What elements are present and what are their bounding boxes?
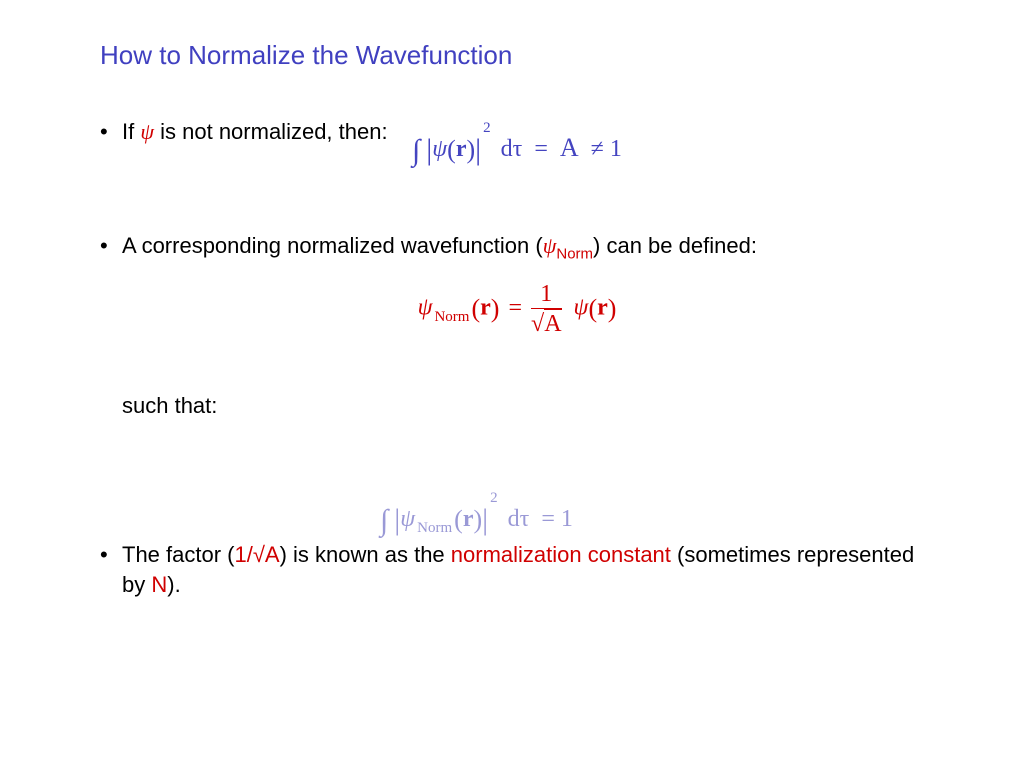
eq2-lp: (	[471, 294, 480, 323]
eq3-norm: Norm	[415, 520, 454, 536]
slide-title: How to Normalize the Wavefunction	[100, 40, 934, 71]
eq2-surd: √	[531, 311, 544, 337]
eq3-eq: =	[541, 506, 555, 532]
b2-pre: A corresponding normalized wavefunction …	[122, 233, 543, 258]
eq2-A: A	[544, 309, 561, 337]
eq2-norm: Norm	[432, 309, 471, 325]
eq1-bar-r: |	[475, 133, 481, 166]
b3-term: normalization constant	[451, 542, 671, 567]
eq2-rp: )	[491, 294, 500, 323]
eq3-sq: 2	[490, 490, 498, 506]
such-that-text: such that:	[122, 391, 402, 421]
eq1-neq: ≠	[591, 136, 604, 162]
eq3-bar-r: |	[482, 503, 488, 536]
b2-norm: Norm	[556, 245, 593, 262]
eq2-psi2: ψ	[574, 295, 589, 321]
eq3-r: r	[463, 506, 474, 532]
equation-1: ∫ |ψ(r)|2 dτ = A ≠ 1	[412, 130, 622, 164]
eq2-eq: =	[505, 295, 525, 321]
b2-post: ) can be defined:	[593, 233, 757, 258]
eq1-r: r	[456, 136, 467, 162]
eq2-psi: ψ	[418, 295, 433, 321]
eq1-dtau: dτ	[501, 136, 523, 162]
b1-pre: If	[122, 119, 140, 144]
eq1-int: ∫	[412, 134, 420, 167]
eq1-A: A	[560, 133, 579, 162]
b3-mid: ) is known as the	[280, 542, 451, 567]
eq1-eq: =	[534, 136, 548, 162]
psi-symbol: ψ	[543, 233, 557, 258]
eq1-lp: (	[447, 135, 456, 164]
b1-post: is not normalized, then:	[154, 119, 388, 144]
such-that-row: such that:	[100, 391, 934, 421]
eq3-bar-l: |	[394, 503, 400, 536]
bullet-marker: •	[100, 231, 122, 259]
eq3-one: 1	[561, 506, 573, 532]
eq1-bar-l: |	[426, 133, 432, 166]
eq3-dtau: dτ	[508, 506, 530, 532]
eq1-sq: 2	[483, 120, 491, 136]
bullet-spacer	[100, 391, 122, 393]
eq2-r2: r	[597, 295, 608, 321]
eq3-int: ∫	[380, 504, 388, 537]
equation-2: ψNorm(r) = 1 √A ψ(r)	[100, 282, 934, 336]
bullet-marker: •	[100, 540, 122, 568]
bullet-2: • A corresponding normalized wavefunctio…	[100, 231, 934, 265]
eq1-psi: ψ	[432, 136, 447, 162]
eq1-one: 1	[610, 136, 622, 162]
b3-N: N	[151, 572, 167, 597]
eq3-rp: )	[473, 505, 482, 534]
equation-3: ∫ |ψNorm(r)|2 dτ = 1	[380, 500, 573, 537]
eq2-rp2: )	[608, 294, 617, 323]
b3-pre: The factor (	[122, 542, 234, 567]
eq2-lp2: (	[588, 294, 597, 323]
eq3-lp: (	[454, 505, 463, 534]
bullet-3: • The factor (1/√A) is known as the norm…	[100, 540, 934, 599]
b3-tail2: ).	[167, 572, 180, 597]
eq1-rp: )	[466, 135, 475, 164]
bullet-marker: •	[100, 117, 122, 145]
eq2-r: r	[480, 295, 491, 321]
psi-symbol: ψ	[140, 119, 154, 144]
eq3-psi: ψ	[400, 506, 415, 532]
eq2-num: 1	[531, 282, 562, 307]
b3-frac: 1/√A	[234, 542, 279, 567]
